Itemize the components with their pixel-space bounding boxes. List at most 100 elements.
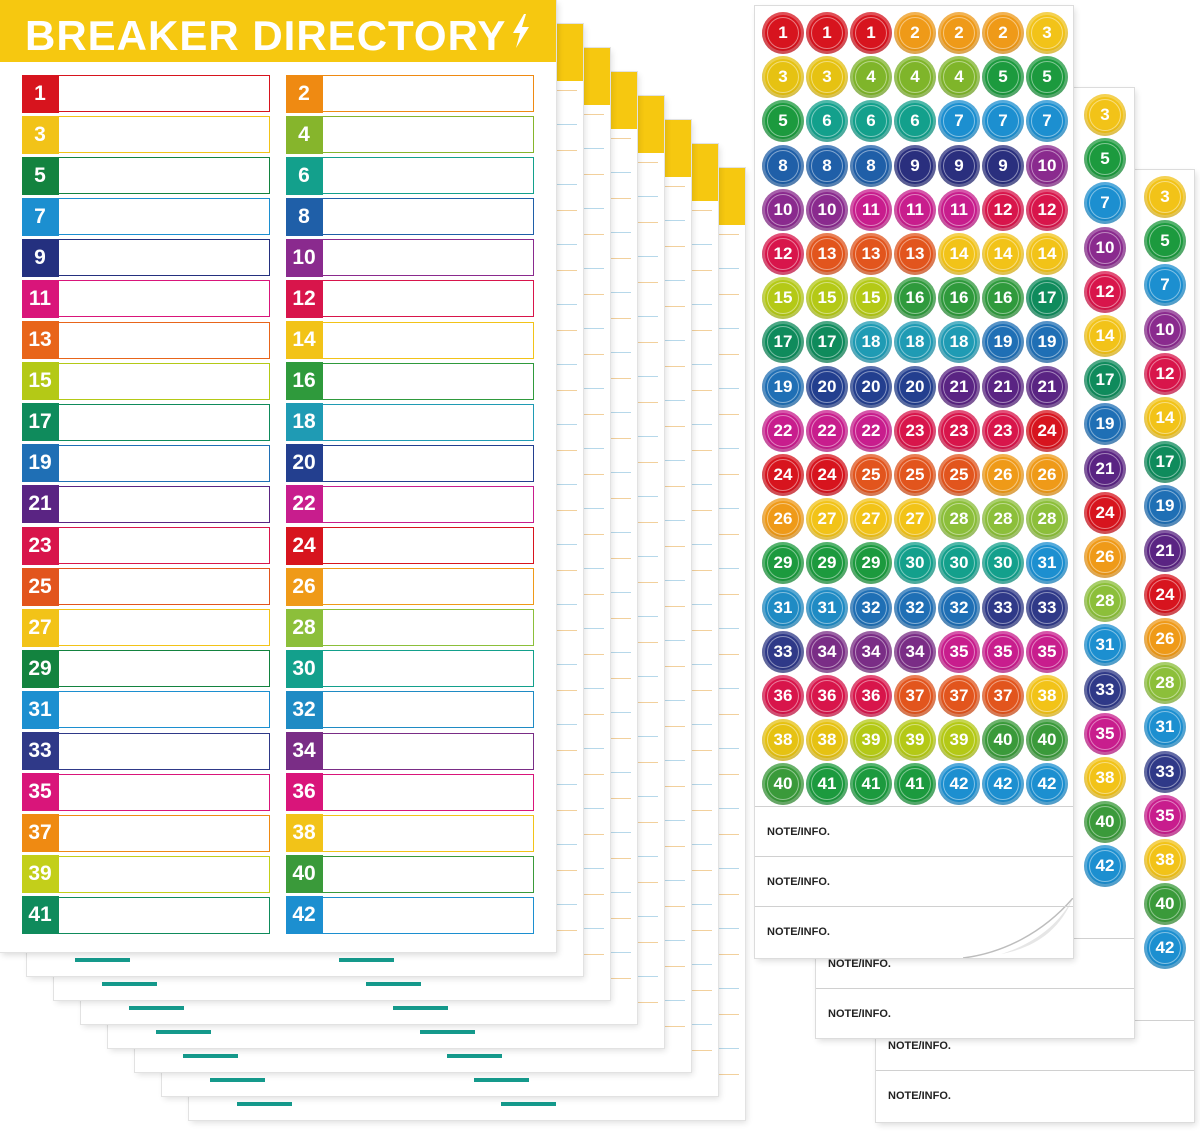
number-sticker[interactable]: 28 xyxy=(1084,580,1126,623)
circuit-label-field[interactable] xyxy=(325,323,533,358)
number-sticker[interactable]: 37 xyxy=(982,675,1024,717)
number-sticker[interactable]: 38 xyxy=(762,719,804,762)
circuit-label-field[interactable] xyxy=(61,651,269,686)
number-sticker[interactable]: 22 xyxy=(806,409,848,452)
number-sticker[interactable]: 3 xyxy=(1144,176,1186,218)
number-sticker[interactable]: 12 xyxy=(762,233,804,275)
number-sticker[interactable]: 14 xyxy=(938,233,980,275)
number-sticker[interactable]: 6 xyxy=(806,100,848,143)
circuit-label-field[interactable] xyxy=(61,487,269,522)
number-sticker[interactable]: 1 xyxy=(850,12,892,54)
number-sticker[interactable]: 41 xyxy=(894,763,936,806)
circuit-label-field[interactable] xyxy=(325,405,533,440)
number-sticker[interactable]: 29 xyxy=(850,542,892,585)
circuit-label-field[interactable] xyxy=(61,734,269,769)
number-sticker[interactable]: 28 xyxy=(1144,662,1186,705)
number-sticker[interactable]: 20 xyxy=(850,365,892,408)
number-sticker[interactable]: 17 xyxy=(1026,277,1068,320)
number-sticker[interactable]: 31 xyxy=(762,586,804,629)
number-sticker[interactable]: 9 xyxy=(938,144,980,187)
number-sticker[interactable]: 1 xyxy=(762,12,804,54)
number-sticker[interactable]: 33 xyxy=(982,586,1024,629)
number-sticker[interactable]: 27 xyxy=(894,498,936,541)
number-sticker[interactable]: 41 xyxy=(806,763,848,806)
number-sticker[interactable]: 33 xyxy=(1144,750,1186,793)
number-sticker[interactable]: 12 xyxy=(1026,188,1068,231)
number-sticker[interactable]: 40 xyxy=(762,763,804,806)
number-sticker[interactable]: 37 xyxy=(894,675,936,717)
number-sticker[interactable]: 41 xyxy=(850,763,892,806)
number-sticker[interactable]: 5 xyxy=(1144,220,1186,263)
number-sticker[interactable]: 39 xyxy=(850,719,892,762)
number-sticker[interactable]: 26 xyxy=(762,498,804,541)
number-sticker[interactable]: 3 xyxy=(762,56,804,99)
number-sticker[interactable]: 37 xyxy=(938,675,980,717)
number-sticker[interactable]: 6 xyxy=(894,100,936,143)
circuit-label-field[interactable] xyxy=(325,816,533,851)
number-sticker[interactable]: 33 xyxy=(762,630,804,673)
number-sticker[interactable]: 16 xyxy=(894,277,936,320)
number-sticker[interactable]: 21 xyxy=(1084,447,1126,490)
number-sticker[interactable]: 23 xyxy=(894,409,936,452)
circuit-label-field[interactable] xyxy=(61,405,269,440)
number-sticker[interactable]: 31 xyxy=(806,586,848,629)
number-sticker[interactable]: 17 xyxy=(762,321,804,364)
number-sticker[interactable]: 22 xyxy=(850,409,892,452)
number-sticker[interactable]: 35 xyxy=(982,630,1024,673)
circuit-label-field[interactable] xyxy=(61,158,269,193)
circuit-label-field[interactable] xyxy=(325,364,533,399)
number-sticker[interactable]: 27 xyxy=(850,498,892,541)
number-sticker[interactable]: 13 xyxy=(850,233,892,275)
number-sticker[interactable]: 5 xyxy=(1084,138,1126,181)
number-sticker[interactable]: 7 xyxy=(1084,182,1126,225)
number-sticker[interactable]: 38 xyxy=(1144,839,1186,881)
circuit-label-field[interactable] xyxy=(325,446,533,481)
circuit-label-field[interactable] xyxy=(325,199,533,234)
note-info-row[interactable]: NOTE/INFO. xyxy=(876,1070,1194,1120)
note-info-row[interactable]: NOTE/INFO. xyxy=(755,806,1073,856)
circuit-label-field[interactable] xyxy=(61,775,269,810)
number-sticker[interactable]: 31 xyxy=(1144,706,1186,749)
number-sticker[interactable]: 2 xyxy=(982,12,1024,54)
circuit-label-field[interactable] xyxy=(325,610,533,645)
number-sticker[interactable]: 6 xyxy=(850,100,892,143)
number-sticker[interactable]: 30 xyxy=(982,542,1024,585)
circuit-label-field[interactable] xyxy=(325,775,533,810)
number-sticker[interactable]: 35 xyxy=(1026,630,1068,673)
number-sticker[interactable]: 31 xyxy=(1084,624,1126,667)
number-sticker[interactable]: 2 xyxy=(938,12,980,54)
circuit-label-field[interactable] xyxy=(325,528,533,563)
circuit-label-field[interactable] xyxy=(325,898,533,933)
number-sticker[interactable]: 40 xyxy=(1144,883,1186,926)
number-sticker[interactable]: 19 xyxy=(1026,321,1068,364)
number-sticker[interactable]: 32 xyxy=(850,586,892,629)
number-sticker[interactable]: 35 xyxy=(1144,794,1186,837)
number-sticker[interactable]: 12 xyxy=(982,188,1024,231)
number-sticker[interactable]: 18 xyxy=(894,321,936,364)
number-sticker[interactable]: 34 xyxy=(894,630,936,673)
number-sticker[interactable]: 14 xyxy=(1144,397,1186,439)
number-sticker[interactable]: 32 xyxy=(894,586,936,629)
circuit-label-field[interactable] xyxy=(61,528,269,563)
number-sticker[interactable]: 13 xyxy=(806,233,848,275)
number-sticker[interactable]: 20 xyxy=(806,365,848,408)
number-sticker[interactable]: 12 xyxy=(1144,352,1186,395)
number-sticker[interactable]: 39 xyxy=(938,719,980,762)
number-sticker[interactable]: 27 xyxy=(806,498,848,541)
number-sticker[interactable]: 42 xyxy=(1084,845,1126,888)
note-info-row[interactable]: NOTE/INFO. xyxy=(755,856,1073,906)
circuit-label-field[interactable] xyxy=(325,692,533,727)
circuit-label-field[interactable] xyxy=(61,323,269,358)
number-sticker[interactable]: 11 xyxy=(850,188,892,231)
number-sticker[interactable]: 8 xyxy=(806,144,848,187)
circuit-label-field[interactable] xyxy=(325,487,533,522)
number-sticker[interactable]: 24 xyxy=(1144,573,1186,616)
number-sticker[interactable]: 12 xyxy=(1084,270,1126,313)
number-sticker[interactable]: 7 xyxy=(938,100,980,143)
circuit-label-field[interactable] xyxy=(61,569,269,604)
circuit-label-field[interactable] xyxy=(325,76,533,111)
number-sticker[interactable]: 38 xyxy=(1084,757,1126,799)
number-sticker[interactable]: 7 xyxy=(1026,100,1068,143)
number-sticker[interactable]: 25 xyxy=(850,454,892,496)
circuit-label-field[interactable] xyxy=(61,816,269,851)
